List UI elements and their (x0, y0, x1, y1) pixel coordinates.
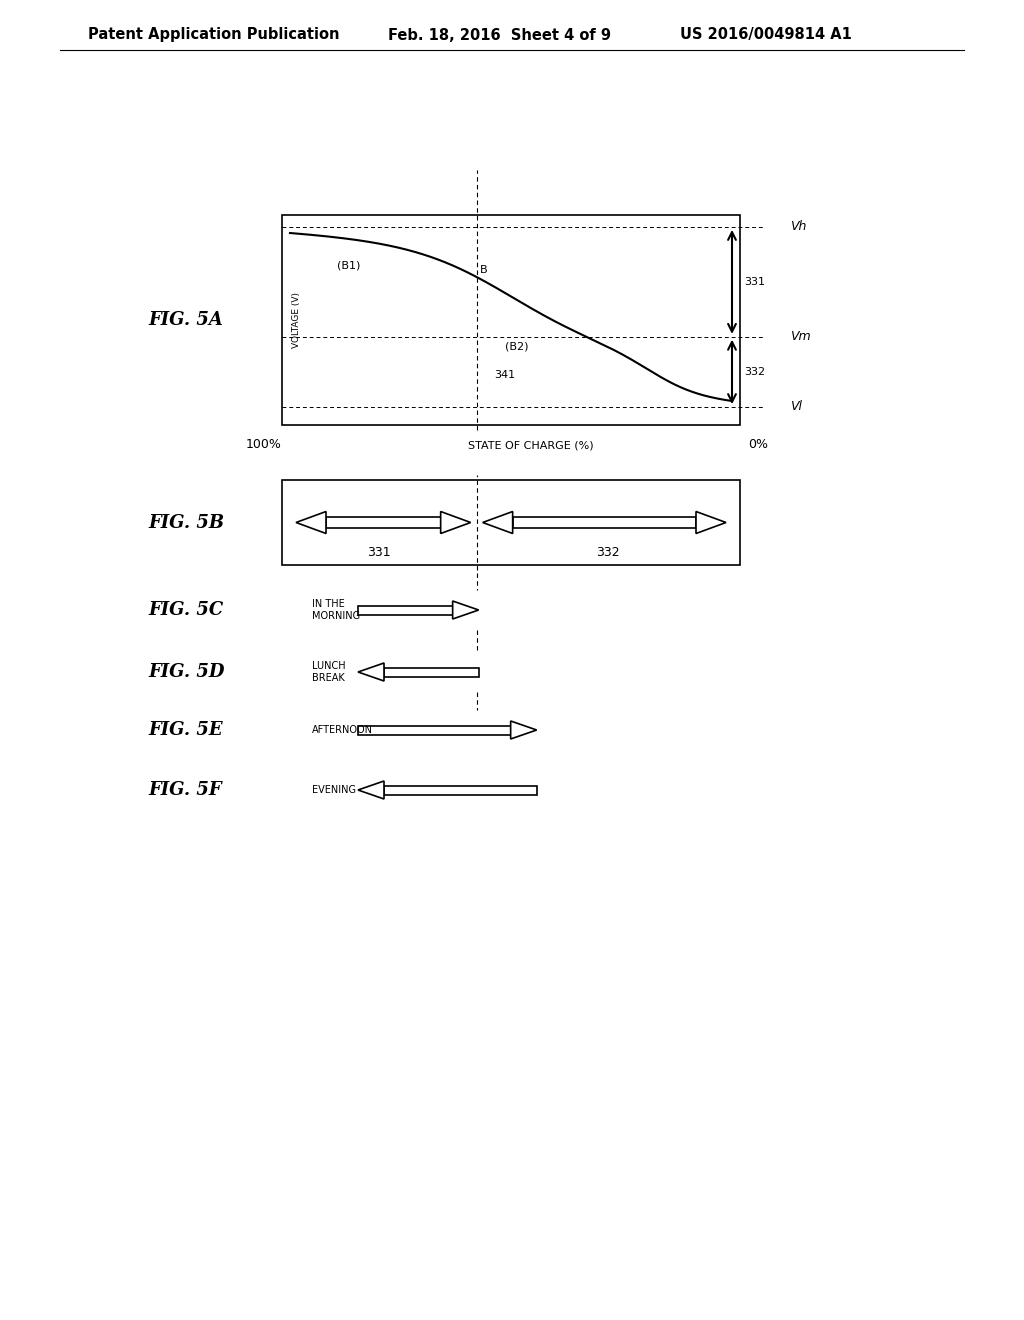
Bar (282, 215, 740, 425)
Bar (513, 517, 696, 528)
Text: FIG. 5C: FIG. 5C (148, 601, 223, 619)
Text: US 2016/0049814 A1: US 2016/0049814 A1 (680, 28, 852, 42)
Text: STATE OF CHARGE (%): STATE OF CHARGE (%) (468, 440, 594, 450)
Text: EVENING: EVENING (312, 785, 356, 795)
Text: FIG. 5F: FIG. 5F (148, 781, 221, 799)
Text: 332: 332 (597, 545, 621, 558)
Text: Vm: Vm (790, 330, 811, 343)
Polygon shape (358, 663, 384, 681)
Text: 332: 332 (744, 367, 765, 378)
Polygon shape (453, 601, 478, 619)
Polygon shape (358, 781, 384, 799)
Text: Vl: Vl (790, 400, 802, 413)
Polygon shape (296, 511, 326, 533)
Text: LUNCH
BREAK: LUNCH BREAK (312, 661, 346, 682)
Bar (384, 668, 478, 676)
Bar (358, 606, 453, 615)
Text: FIG. 5B: FIG. 5B (148, 513, 224, 532)
Text: (B2): (B2) (505, 342, 528, 352)
Text: Feb. 18, 2016  Sheet 4 of 9: Feb. 18, 2016 Sheet 4 of 9 (388, 28, 611, 42)
Text: B: B (480, 265, 487, 275)
Polygon shape (440, 511, 471, 533)
Text: 331: 331 (368, 545, 391, 558)
Bar (326, 517, 440, 528)
Text: 341: 341 (495, 370, 516, 380)
Polygon shape (696, 511, 726, 533)
Bar (358, 726, 511, 734)
Text: (B1): (B1) (337, 260, 360, 271)
Text: AFTERNOON: AFTERNOON (312, 725, 373, 735)
Polygon shape (511, 721, 537, 739)
Text: FIG. 5D: FIG. 5D (148, 663, 224, 681)
Text: VOLTAGE (V): VOLTAGE (V) (292, 292, 300, 348)
Text: Patent Application Publication: Patent Application Publication (88, 28, 340, 42)
Text: IN THE
MORNING: IN THE MORNING (312, 599, 360, 620)
Polygon shape (482, 511, 513, 533)
Text: 100%: 100% (246, 438, 282, 451)
Bar (384, 785, 537, 795)
Text: Vh: Vh (790, 220, 806, 234)
Text: 0%: 0% (748, 438, 768, 451)
Text: 331: 331 (744, 277, 765, 286)
Bar (282, 480, 740, 565)
Text: FIG. 5A: FIG. 5A (148, 312, 223, 329)
Text: FIG. 5E: FIG. 5E (148, 721, 222, 739)
